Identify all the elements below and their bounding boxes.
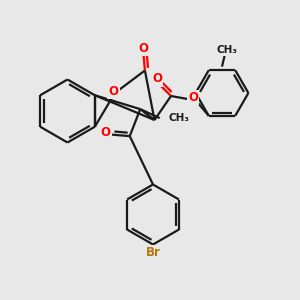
Text: O: O <box>101 126 111 139</box>
Text: O: O <box>188 91 198 104</box>
Text: O: O <box>138 42 148 55</box>
Text: O: O <box>108 85 118 98</box>
Text: CH₃: CH₃ <box>217 45 238 56</box>
Text: CH₃: CH₃ <box>169 113 190 123</box>
Text: O: O <box>152 72 162 86</box>
Text: Br: Br <box>146 246 160 260</box>
